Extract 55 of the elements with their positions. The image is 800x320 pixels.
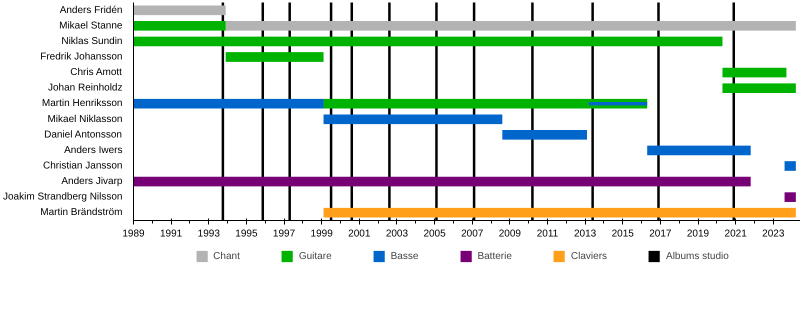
- x-tick-label: 1999: [310, 228, 334, 240]
- bar: [324, 98, 648, 109]
- bar: [134, 21, 226, 31]
- bar: [134, 98, 324, 109]
- y-tick-label: Martin Henriksson: [42, 98, 123, 110]
- y-tick-label: Daniel Antonsson: [44, 129, 122, 140]
- x-tick-label: 1991: [160, 228, 183, 240]
- legend-label: Batterie: [477, 250, 512, 262]
- x-tick-label: 1995: [235, 228, 258, 240]
- legend-label: Basse: [390, 250, 418, 262]
- bar: [226, 21, 796, 31]
- x-tick-label: 2023: [762, 228, 785, 240]
- bar: [226, 52, 324, 62]
- y-tick-label: Martin Brändström: [40, 207, 123, 218]
- x-tick-label: 1997: [272, 228, 296, 240]
- x-tick-label: 2005: [423, 228, 446, 240]
- legend-label: Albums studio: [666, 250, 729, 262]
- bar: [784, 192, 796, 202]
- bar: [722, 83, 796, 93]
- bar: [588, 102, 648, 106]
- x-tick-label: 2021: [724, 228, 748, 240]
- bar: [784, 161, 796, 171]
- y-tick-label: Anders Iwers: [64, 144, 123, 156]
- bar: [134, 5, 226, 16]
- bar: [647, 146, 751, 156]
- y-tick-label: Chris Amott: [70, 67, 122, 78]
- bar: [324, 208, 796, 218]
- bar: [722, 68, 786, 78]
- x-tick-label: 2007: [461, 228, 484, 240]
- x-tick-label: 2019: [686, 228, 710, 240]
- x-tick-label: 2011: [536, 228, 559, 240]
- bar: [134, 176, 751, 186]
- bar: [502, 130, 587, 140]
- y-tick-label: Christian Jansson: [43, 160, 122, 172]
- legend-label: Guitare: [298, 250, 332, 262]
- x-tick-label: 2003: [386, 228, 408, 240]
- legend-label: Chant: [213, 250, 240, 262]
- bar: [324, 114, 502, 124]
- x-tick-label: 2015: [612, 228, 634, 240]
- x-tick-label: 2017: [649, 228, 672, 240]
- y-tick-label: Fredrik Johansson: [40, 52, 123, 62]
- x-tick-label: 2001: [348, 228, 371, 240]
- y-tick-label: Anders Fridén: [60, 4, 123, 16]
- x-tick-label: 1993: [198, 228, 220, 240]
- y-tick-label: Mikael Stanne: [59, 20, 123, 32]
- legend-label: Claviers: [570, 250, 608, 262]
- x-tick-label: 1989: [122, 228, 146, 240]
- y-tick-label: Mikael Niklasson: [47, 114, 123, 125]
- y-tick-label: Anders Jivarp: [61, 176, 123, 188]
- y-tick-label: Joakim Strandberg Nilsson: [3, 192, 123, 203]
- x-tick-label: 2009: [498, 228, 522, 240]
- x-tick-label: 2013: [574, 228, 597, 240]
- y-tick-label: Johan Reinholdz: [48, 82, 123, 94]
- y-tick-label: Niklas Sundin: [61, 36, 123, 47]
- bar: [134, 36, 722, 46]
